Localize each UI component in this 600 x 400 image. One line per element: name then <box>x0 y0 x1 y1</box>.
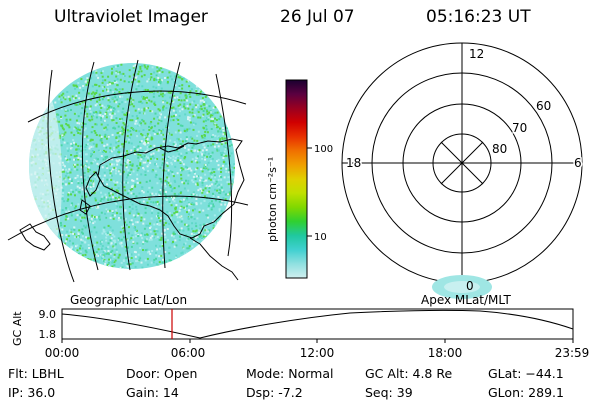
polar-grid <box>341 42 583 284</box>
mode-info: Mode: Normal <box>246 366 334 381</box>
mlt-label-18: 18 <box>346 156 361 170</box>
seq-info: Seq: 39 <box>365 385 413 400</box>
glon-info: GLon: 289.1 <box>488 385 564 400</box>
coastline <box>19 138 245 281</box>
meridian-line <box>122 59 139 271</box>
timeline-xtick: 12:00 <box>300 346 335 360</box>
mlt-label-0: 0 <box>466 279 474 293</box>
polar-aurora-patch <box>432 275 492 299</box>
disk-pale-fringe <box>29 85 62 269</box>
colorbar: 100 10 photon cm⁻²s⁻¹ <box>266 79 333 279</box>
mlt-label-6: 6 <box>574 156 582 170</box>
timeline-ytick-1: 1.8 <box>39 328 57 341</box>
timeline-xtick: 18:00 <box>428 346 463 360</box>
timeline-ytick-9: 9.0 <box>39 308 57 321</box>
lat-label-70: 70 <box>512 121 527 135</box>
date-label: 26 Jul 07 <box>280 7 355 27</box>
mlt-label-12: 12 <box>469 47 484 61</box>
gc-alt-info: GC Alt: 4.8 Re <box>365 366 453 381</box>
timeline-xtick: 23:59 <box>555 346 590 360</box>
colorbar-unit-label: photon cm⁻²s⁻¹ <box>266 157 279 242</box>
meridian-line <box>162 61 181 269</box>
colorbar-scale <box>285 79 308 279</box>
timeline-frame <box>61 308 574 340</box>
timeline-xtick: 06:00 <box>171 346 206 360</box>
meridian-line <box>47 69 75 283</box>
geographic-grid <box>7 59 249 283</box>
uv-image-disk <box>29 63 235 269</box>
altitude-curve <box>61 309 574 339</box>
ip-info: IP: 36.0 <box>8 385 56 400</box>
gain-info: Gain: 14 <box>126 385 179 400</box>
dsp-info: Dsp: -7.2 <box>246 385 303 400</box>
apex-panel-label: Apex MLat/MLT <box>421 293 511 307</box>
lat-label-80: 80 <box>492 142 507 156</box>
lat-label-60: 60 <box>536 99 551 113</box>
colorbar-tick-label-100: 100 <box>314 144 333 155</box>
altitude-timeline: 9.0 1.8 GC Alt 00:00 06:00 12:00 18:00 2… <box>11 308 589 360</box>
filter-info: Flt: LBHL <box>8 366 64 381</box>
meridian-line <box>81 61 99 271</box>
latitude-line <box>27 90 247 123</box>
latitude-line <box>7 195 249 241</box>
door-info: Door: Open <box>126 366 198 381</box>
glat-info: GLat: −44.1 <box>488 366 564 381</box>
geographic-panel-label: Geographic Lat/Lon <box>70 293 187 307</box>
polar-labels: 12 18 6 0 60 70 80 <box>345 46 584 294</box>
time-label: 05:16:23 UT <box>426 7 531 27</box>
colorbar-tick-label-10: 10 <box>314 232 327 243</box>
polar-diagonal <box>440 141 484 185</box>
timeline-ylabel: GC Alt <box>11 311 24 346</box>
app-title: Ultraviolet Imager <box>54 7 208 27</box>
timeline-xtick: 00:00 <box>45 346 80 360</box>
